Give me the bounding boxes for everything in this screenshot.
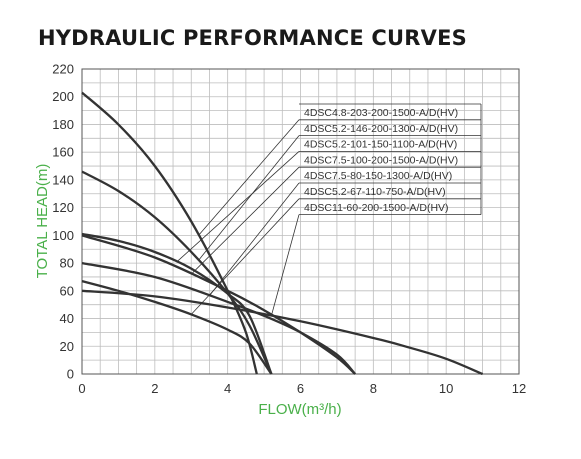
x-tick-label: 0	[78, 381, 85, 396]
x-tick-label: 8	[370, 381, 377, 396]
curve-label-3: 4DSC5.2-101-150-1100-A/D(HV)	[304, 139, 457, 151]
y-tick-label: 80	[60, 256, 74, 271]
y-tick-label: 20	[60, 339, 74, 354]
y-tick-label: 100	[52, 228, 74, 243]
curve-series-1	[81, 91, 258, 375]
leader-line	[270, 214, 300, 316]
leader-line	[198, 119, 300, 236]
y-tick-label: 0	[67, 367, 74, 382]
y-axis-label: TOTAL HEAD(m)	[34, 164, 51, 279]
curve-label-1: 4DSC4.8-203-200-1500-A/D(HV)	[304, 107, 458, 119]
x-tick-label: 6	[297, 381, 304, 396]
curve-series-7	[81, 289, 484, 376]
y-tick-label: 140	[52, 172, 74, 187]
leader-line	[190, 198, 300, 315]
curve-series-2	[81, 170, 273, 375]
leader-line	[209, 182, 300, 296]
curve-series-5	[81, 261, 356, 375]
curve-series-4	[81, 234, 356, 375]
y-tick-label: 160	[52, 145, 74, 160]
leader-line	[198, 135, 300, 261]
chart-title: HYDRAULIC PERFORMANCE CURVES	[38, 26, 467, 50]
curve-labels: 4DSC4.8-203-200-1500-A/D(HV) 4DSC5.2-146-…	[176, 103, 482, 316]
curve-label-2: 4DSC5.2-146-200-1300-A/D(HV)	[304, 123, 458, 135]
curve-label-4: 4DSC7.5-100-200-1500-A/D(HV)	[304, 154, 458, 166]
leader-line	[190, 166, 300, 275]
x-tick-label: 10	[439, 381, 453, 396]
y-tick-label: 120	[52, 200, 74, 215]
curve-label-6: 4DSC5.2-67-110-750-A/D(HV)	[304, 186, 446, 198]
x-tick-label: 12	[512, 381, 526, 396]
curve-series-3	[81, 232, 273, 375]
y-tick-label: 40	[60, 311, 74, 326]
y-tick-label: 200	[52, 89, 74, 104]
curve-label-5: 4DSC7.5-80-150-1300-A/D(HV)	[304, 170, 452, 182]
curve-label-7: 4DSC11-60-200-1500-A/D(HV)	[304, 202, 449, 214]
x-tick-label: 4	[224, 381, 231, 396]
plot-frame	[81, 68, 520, 375]
y-tick-label: 60	[60, 283, 74, 298]
curves	[81, 91, 484, 376]
y-tick-label: 180	[52, 117, 74, 132]
leader-line	[176, 151, 300, 263]
x-axis-label: FLOW(m³/h)	[258, 401, 341, 418]
y-tick-label: 220	[52, 62, 74, 77]
x-tick-label: 2	[151, 381, 158, 396]
